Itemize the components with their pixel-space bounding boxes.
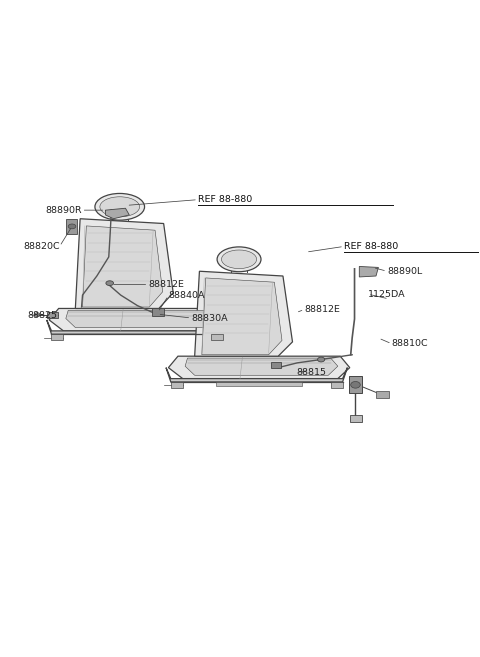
Polygon shape <box>66 310 218 328</box>
Polygon shape <box>75 219 173 308</box>
Polygon shape <box>195 271 292 356</box>
Text: REF 88-880: REF 88-880 <box>198 195 252 204</box>
Polygon shape <box>171 382 183 388</box>
Polygon shape <box>47 320 228 334</box>
Polygon shape <box>216 382 302 386</box>
Polygon shape <box>376 392 389 397</box>
Text: 88840A: 88840A <box>168 291 205 300</box>
Ellipse shape <box>34 313 40 317</box>
Text: 88890L: 88890L <box>387 267 422 276</box>
Polygon shape <box>49 308 230 331</box>
Polygon shape <box>83 226 163 307</box>
Text: 88815: 88815 <box>296 368 326 377</box>
Text: 88820C: 88820C <box>23 242 60 251</box>
Ellipse shape <box>351 382 360 388</box>
Ellipse shape <box>318 357 324 362</box>
Text: 88812E: 88812E <box>148 280 184 289</box>
Polygon shape <box>331 382 343 388</box>
Polygon shape <box>152 308 164 315</box>
Ellipse shape <box>221 250 257 269</box>
Polygon shape <box>47 312 58 317</box>
Polygon shape <box>211 334 223 340</box>
Text: 88812E: 88812E <box>304 305 340 314</box>
Polygon shape <box>51 334 63 340</box>
Ellipse shape <box>106 281 114 286</box>
Polygon shape <box>271 362 281 368</box>
Ellipse shape <box>68 224 76 229</box>
Text: 88825: 88825 <box>28 311 58 320</box>
Polygon shape <box>66 219 77 234</box>
Polygon shape <box>166 368 348 382</box>
Text: 1125DA: 1125DA <box>368 290 406 299</box>
Polygon shape <box>202 278 282 355</box>
Ellipse shape <box>100 197 140 217</box>
Polygon shape <box>106 208 129 219</box>
Polygon shape <box>185 358 338 375</box>
Polygon shape <box>168 356 350 378</box>
Ellipse shape <box>217 247 261 272</box>
Text: REF 88-880: REF 88-880 <box>344 242 398 251</box>
Text: 88830A: 88830A <box>192 313 228 323</box>
Polygon shape <box>349 376 362 393</box>
Polygon shape <box>350 415 362 422</box>
Polygon shape <box>360 267 378 277</box>
Text: 88810C: 88810C <box>392 339 428 348</box>
Ellipse shape <box>95 193 144 220</box>
Text: 88890R: 88890R <box>45 206 82 215</box>
